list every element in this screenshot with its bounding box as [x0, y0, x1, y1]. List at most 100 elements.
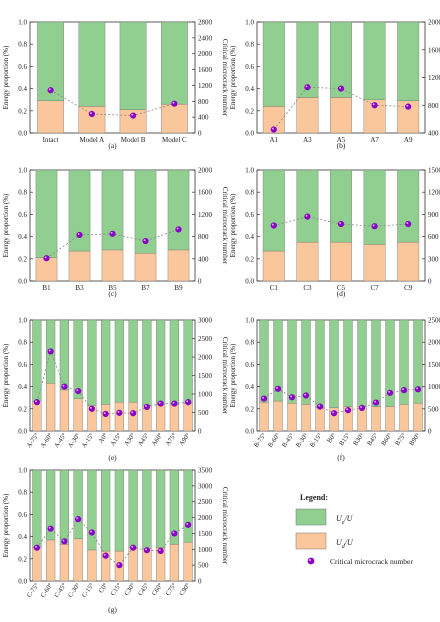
bar-ud	[296, 97, 319, 134]
x-tick-label: A60°	[151, 432, 165, 448]
x-tick-label: Intact	[43, 136, 59, 144]
y-tick-label: 0.4	[245, 85, 254, 93]
microcrack-point	[371, 102, 378, 109]
x-tick-label: B60°	[380, 432, 394, 447]
x-tick-label: A-15°	[81, 432, 96, 449]
microcrack-point-highlight	[339, 222, 342, 225]
microcrack-point-highlight	[186, 400, 189, 403]
microcrack-point	[76, 231, 83, 239]
microcrack-point-highlight	[143, 239, 146, 242]
microcrack-point-highlight	[262, 396, 265, 399]
bar-ud	[183, 403, 193, 432]
bar-ue	[262, 21, 285, 107]
plot-frame	[256, 319, 426, 432]
bar-ue	[399, 319, 409, 405]
microcrack-point	[337, 85, 345, 92]
microcrack-point-highlight	[48, 349, 51, 352]
bar-ud	[134, 253, 157, 282]
bar-ud	[37, 100, 65, 134]
microcrack-line	[36, 518, 189, 566]
microcrack-point-highlight	[172, 531, 175, 534]
y-tick-label: 0.0	[245, 428, 254, 436]
x-tick-label: A-75°	[26, 432, 41, 449]
panel-caption: (a)	[108, 141, 117, 150]
microcrack-point	[130, 112, 137, 119]
y2-tick-label: 1600	[198, 189, 213, 197]
bar-ud	[385, 406, 395, 432]
y2-tick-label: 2500	[198, 335, 213, 343]
microcrack-point	[316, 403, 324, 410]
legend-label-microcrack: Critical microcrack number	[330, 557, 413, 566]
microcrack-point-highlight	[416, 387, 419, 390]
y-axis-label: Energy proportion (%)	[2, 45, 10, 109]
microcrack-point	[304, 213, 311, 220]
bar-ud	[114, 401, 124, 432]
y2-tick-label: 600	[428, 233, 439, 241]
bar-ud	[413, 403, 423, 432]
panel-caption: (g)	[108, 605, 117, 614]
y2-tick-label: 3500	[198, 467, 213, 475]
y-tick-label: 0.0	[18, 278, 27, 286]
chart-panel-5: 0.0 0.2 0.4 0.6 0.8 1.0 0 500 1000 1500 2000 2500 30…	[2, 317, 229, 463]
x-tick-label: A45°	[137, 432, 151, 448]
microcrack-point	[88, 110, 95, 118]
microcrack-line	[50, 89, 175, 116]
bar-ud	[160, 103, 188, 134]
y-tick-label: 0.8	[18, 489, 27, 497]
x-tick-label: B1	[42, 284, 51, 292]
y2-tick-label: 1200	[198, 82, 213, 90]
bar-ue	[59, 469, 69, 545]
y-axis-label: Energy proportion (%)	[229, 343, 237, 407]
y-tick-label: 0.0	[18, 578, 27, 586]
microcrack-point	[130, 410, 137, 417]
microcrack-point-highlight	[172, 101, 175, 104]
microcrack-point	[130, 544, 137, 551]
bar-ud	[87, 549, 97, 582]
legend-swatch-ud	[295, 532, 327, 550]
microcrack-point	[61, 383, 68, 390]
microcrack-line	[263, 388, 419, 414]
x-tick-label: A1	[270, 136, 279, 144]
y-tick-label: 0.6	[18, 511, 27, 519]
microcrack-point-highlight	[117, 563, 120, 566]
bar-ue	[315, 319, 325, 408]
microcrack-point-highlight	[388, 390, 391, 393]
y-tick-label: 0.4	[245, 233, 254, 241]
chart-panel-2: 0.0 0.2 0.4 0.6 0.8 1.0 400 800 1200 1600 2000 Ener…	[229, 19, 440, 151]
x-tick-label: B30°	[352, 432, 366, 447]
y2-axis-label: Critical microcrack number	[221, 39, 229, 117]
microcrack-point	[260, 395, 268, 402]
microcrack-point-highlight	[339, 86, 342, 89]
y2-tick-label: 3000	[198, 317, 213, 325]
microcrack-point	[102, 552, 109, 559]
y2-tick-label: 1500	[428, 167, 440, 175]
bar-ue	[296, 169, 319, 243]
bar-ue	[273, 319, 283, 402]
microcrack-point	[116, 562, 123, 569]
bar-ud	[183, 541, 193, 582]
y-tick-label: 0.6	[245, 63, 254, 71]
x-tick-label: C1	[270, 284, 279, 292]
bar-ue	[87, 469, 97, 551]
bar-ue	[142, 469, 152, 550]
x-tick-label: A-30°	[67, 432, 82, 449]
microcrack-point-highlight	[34, 400, 37, 403]
y2-tick-label: 800	[198, 233, 209, 241]
bar-ue	[357, 319, 367, 407]
legend-dot-highlight	[308, 558, 312, 562]
x-tick-label: B-75°	[253, 432, 268, 449]
y-tick-label: 0.6	[18, 361, 27, 369]
y-tick-label: 0.4	[18, 85, 27, 93]
bar-ue	[160, 21, 188, 105]
x-tick-label: B9	[174, 284, 183, 292]
y2-tick-label: 1000	[198, 391, 213, 399]
microcrack-point	[102, 410, 109, 418]
bar-ue	[343, 319, 353, 407]
microcrack-point	[88, 529, 95, 536]
y-tick-label: 1.0	[18, 467, 27, 475]
bar-ue	[46, 469, 56, 541]
bar-ue	[385, 319, 395, 407]
microcrack-point-highlight	[304, 393, 307, 396]
y2-tick-label: 0	[198, 278, 202, 286]
